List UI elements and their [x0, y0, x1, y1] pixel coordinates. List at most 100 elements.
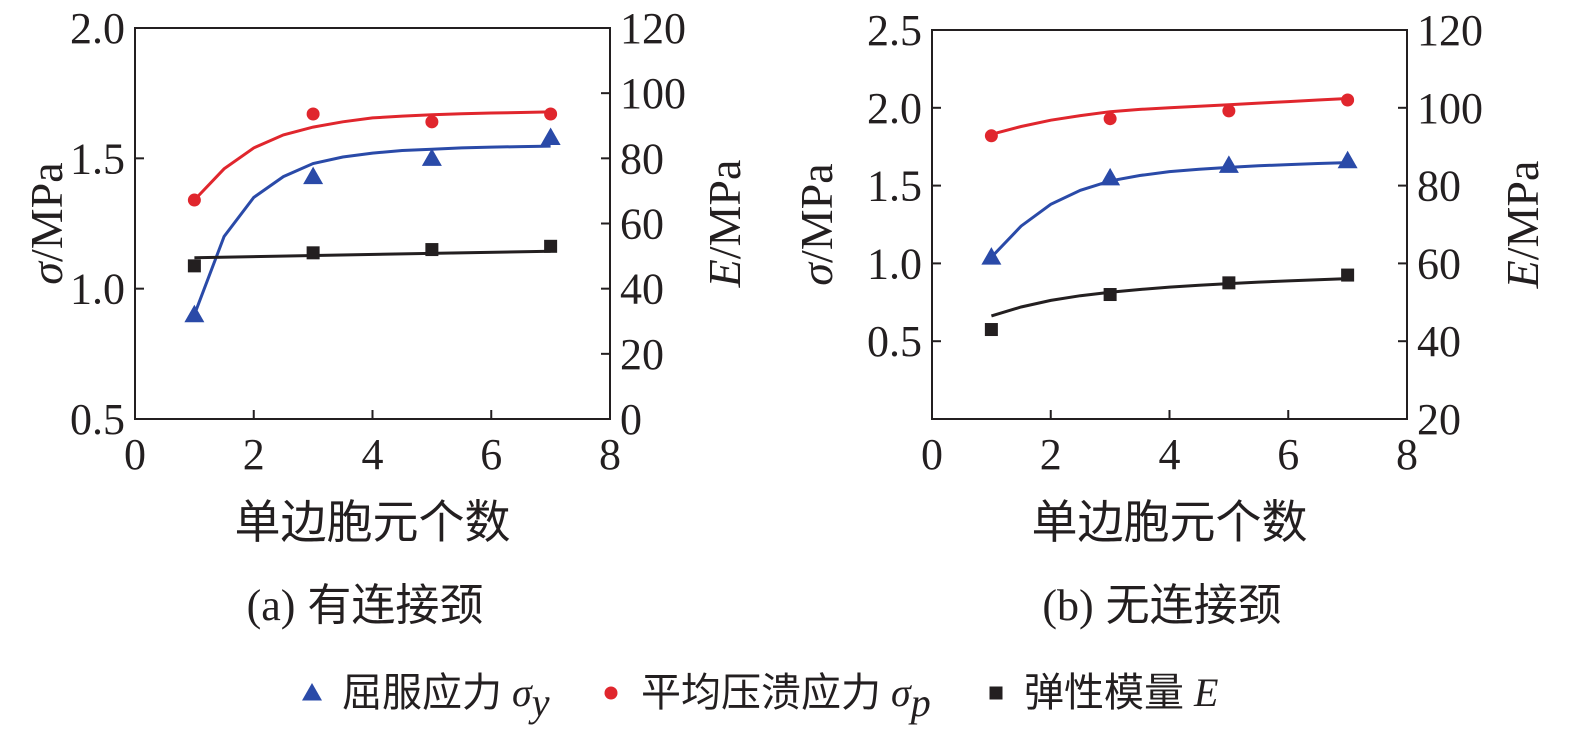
- y-tick-label: 1.5: [867, 162, 922, 211]
- y-axis-unit: /MPa: [791, 163, 842, 263]
- y2-axis-symbol: E: [699, 259, 750, 288]
- caption-label: (a): [247, 581, 296, 630]
- legend-marker: [302, 683, 322, 701]
- fit-curve: [194, 249, 551, 260]
- x-tick-label: 6: [1277, 430, 1299, 479]
- fit-curve: [192, 144, 551, 316]
- y2-tick-label: 120: [1417, 6, 1483, 55]
- data-point: [1103, 288, 1117, 302]
- x-tick-label: 2: [1040, 430, 1062, 479]
- y2-tick-label: 60: [620, 200, 664, 249]
- y-tick-label: 2.0: [70, 4, 125, 53]
- y-tick-label: 1.5: [70, 134, 125, 183]
- y-axis-symbol: σ: [791, 261, 842, 286]
- series-square: [984, 268, 1355, 337]
- y2-axis-label: E/MPa: [699, 160, 750, 289]
- legend-marker: [989, 686, 1003, 700]
- data-point: [421, 148, 442, 166]
- y2-axis-label: E/MPa: [1497, 161, 1548, 290]
- data-point: [187, 193, 201, 207]
- legend-item: 弹性模量 E: [989, 670, 1218, 716]
- data-point: [1341, 268, 1355, 282]
- y-tick-label: 0.5: [70, 395, 125, 444]
- series-square: [187, 239, 558, 273]
- y2-tick-label: 60: [1417, 239, 1461, 288]
- caption-text: 有连接颈: [307, 580, 483, 631]
- series-triangle: [184, 127, 561, 323]
- x-tick-label: 2: [243, 430, 265, 479]
- legend-symbol: σ: [891, 670, 912, 715]
- legend-marker: [604, 686, 618, 700]
- y2-tick-label: 20: [1417, 395, 1461, 444]
- y2-tick-label: 20: [620, 330, 664, 379]
- data-point: [984, 129, 998, 143]
- fit-curve: [991, 97, 1348, 136]
- plot-frame: [134, 27, 611, 420]
- data-point: [303, 166, 324, 185]
- y-axis-label: σ/MPa: [21, 162, 72, 284]
- y-axis-symbol: σ: [21, 260, 72, 285]
- series-circle: [984, 93, 1355, 143]
- legend: 屈服应力 σy 平均压溃应力 σp 弹性模量 E: [302, 670, 1218, 725]
- y2-tick-label: 0: [620, 395, 642, 444]
- series-triangle: [981, 150, 1358, 265]
- legend-text: 屈服应力: [342, 670, 502, 716]
- legend-text: 平均压溃应力: [641, 670, 881, 716]
- panel-caption: (b) 无连接颈: [1042, 580, 1281, 631]
- data-point: [184, 304, 205, 323]
- y2-tick-label: 100: [1417, 84, 1483, 133]
- y-tick-label: 1.0: [867, 239, 922, 288]
- y2-axis-unit: /MPa: [1497, 161, 1548, 261]
- data-point: [1337, 150, 1358, 169]
- y2-tick-label: 40: [620, 265, 664, 314]
- x-axis-label: 单边胞元个数: [1032, 495, 1308, 549]
- y-axis-label: σ/MPa: [791, 163, 842, 285]
- fit-curve: [990, 161, 1348, 259]
- panel-a: 0 2 4 6 80.51.01.52.0020406080100120σ/MPaE/M…: [21, 4, 750, 631]
- legend-symbol: σ: [512, 670, 533, 715]
- x-tick-label: 0: [921, 430, 943, 479]
- legend-text: 弹性模量: [1024, 670, 1184, 716]
- fit-curve: [990, 277, 1348, 318]
- series-circle: [187, 107, 558, 207]
- data-point: [1222, 276, 1236, 290]
- y2-axis-unit: /MPa: [699, 160, 750, 260]
- legend-item: 屈服应力 σy: [302, 670, 550, 725]
- legend-item: 平均压溃应力 σp: [604, 670, 931, 725]
- legend-symbol: E: [1193, 670, 1218, 715]
- y-tick-label: 2.0: [867, 84, 922, 133]
- y2-tick-label: 80: [1417, 162, 1461, 211]
- y-axis-unit: /MPa: [21, 162, 72, 262]
- y-tick-label: 1.0: [70, 265, 125, 314]
- y-tick-label: 0.5: [867, 317, 922, 366]
- y-tick-label: 2.5: [867, 6, 922, 55]
- x-tick-label: 6: [480, 430, 502, 479]
- caption-text: 无连接颈: [1106, 580, 1282, 631]
- y2-tick-label: 120: [620, 4, 686, 53]
- data-point: [1341, 93, 1355, 107]
- data-point: [1222, 104, 1236, 118]
- y2-tick-label: 40: [1417, 317, 1461, 366]
- y2-tick-label: 80: [620, 134, 664, 183]
- data-point: [425, 115, 439, 129]
- legend-label: 平均压溃应力 σp: [641, 670, 931, 725]
- fit-curve: [193, 110, 551, 202]
- data-point: [1103, 112, 1117, 126]
- data-point: [306, 246, 320, 260]
- data-point: [1218, 155, 1239, 173]
- data-point: [306, 107, 320, 121]
- x-tick-label: 0: [124, 430, 146, 479]
- data-point: [187, 259, 201, 273]
- x-tick-label: 4: [1159, 430, 1181, 479]
- panel-caption: (a) 有连接颈: [247, 580, 484, 631]
- legend-subscript: y: [528, 680, 550, 725]
- x-axis-label: 单边胞元个数: [235, 495, 511, 549]
- data-point: [981, 247, 1002, 265]
- data-point: [540, 127, 561, 145]
- plot-frame: [931, 29, 1408, 420]
- y2-axis-symbol: E: [1497, 260, 1548, 289]
- legend-subscript: p: [908, 680, 931, 725]
- legend-label: 弹性模量 E: [1024, 670, 1218, 716]
- data-point: [544, 239, 558, 253]
